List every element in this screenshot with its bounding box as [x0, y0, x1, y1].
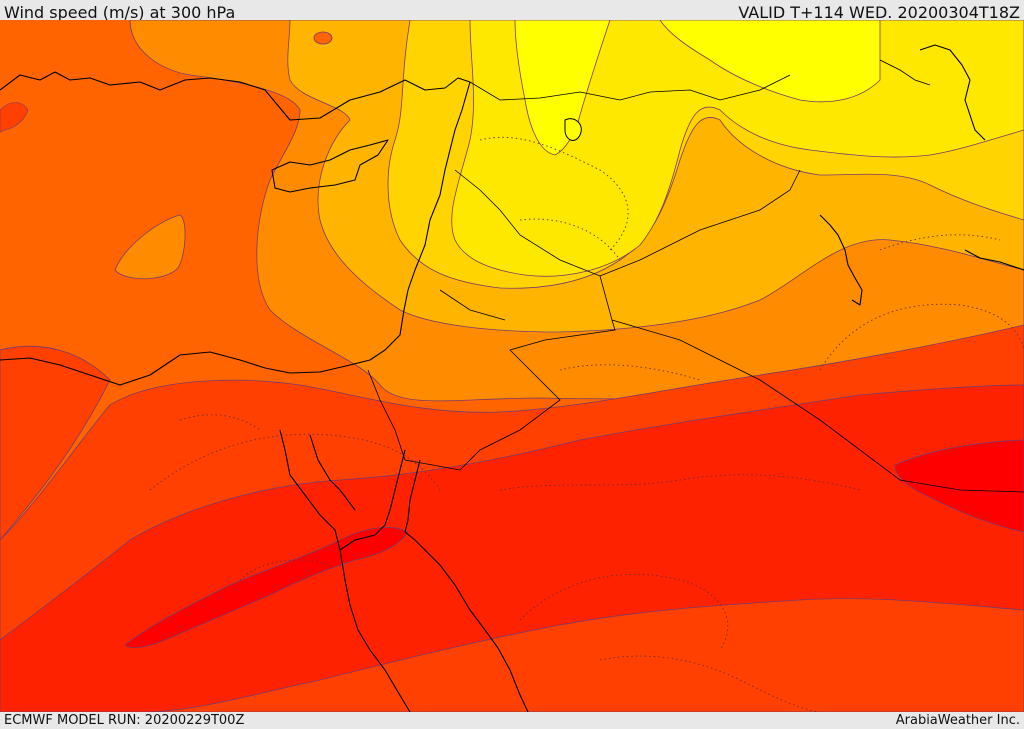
band-9-area-west — [514, 20, 611, 156]
dotted-isolines — [149, 136, 1024, 712]
map-title: Wind speed (m/s) at 300 hPa — [4, 3, 236, 22]
band-5-island — [114, 214, 186, 280]
valid-time: VALID T+114 WED. 20200304T18Z — [738, 3, 1020, 22]
model-run-label: ECMWF MODEL RUN: 20200229T00Z — [4, 713, 245, 728]
jet-core-nw — [0, 102, 29, 133]
band-8-area — [451, 20, 1024, 277]
header-bar: Wind speed (m/s) at 300 hPa VALID T+114 … — [0, 0, 1024, 22]
jet-core-west — [124, 527, 409, 649]
jet-core-east — [894, 439, 1024, 533]
wind-speed-map[interactable] — [0, 20, 1024, 712]
credit-label: ArabiaWeather Inc. — [895, 713, 1020, 728]
band-2-area — [0, 384, 1024, 712]
band-3-area-west — [0, 345, 111, 541]
band-9-area-north — [659, 20, 881, 103]
coastlines — [0, 44, 1024, 712]
island-rhodes — [313, 31, 333, 45]
lakes — [564, 118, 582, 141]
footer-bar: ECMWF MODEL RUN: 20200229T00Z ArabiaWeat… — [0, 712, 1024, 729]
country-borders — [367, 59, 1024, 493]
map-canvas — [0, 20, 1024, 712]
